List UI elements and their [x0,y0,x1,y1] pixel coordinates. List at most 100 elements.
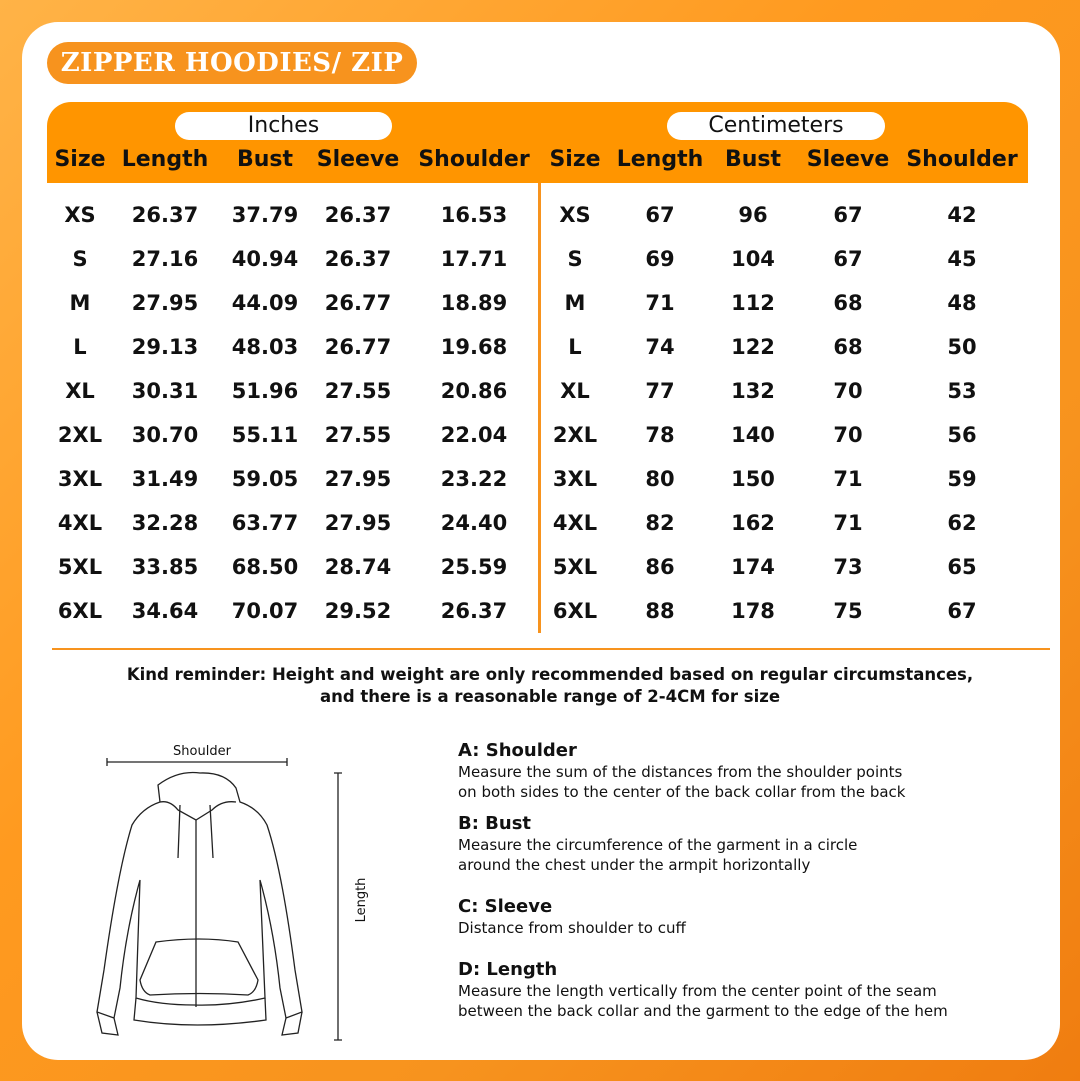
cell-inches: 27.55 [324,379,392,403]
measurement-item: A: Shoulder Measure the sum of the distan… [458,740,905,802]
cell-cm: 68 [833,335,863,359]
measurement-title: B: Bust [458,813,532,834]
cell-inches: 29.13 [131,335,199,359]
cell-cm: 3XL [552,467,598,491]
cell-cm: 75 [833,599,863,623]
cell-cm: 42 [947,203,977,227]
cell-cm: 71 [645,291,675,315]
cell-cm: 65 [947,555,977,579]
header-bust-in: Bust [236,147,294,172]
cell-inches: L [73,335,87,359]
cell-cm: 67 [947,599,977,623]
cell-inches: 55.11 [231,423,299,447]
reminder-line: Kind reminder: Height and weight are onl… [126,665,974,684]
cell-inches: S [72,247,88,271]
header-length-cm: Length [616,147,704,172]
cell-cm: 45 [947,247,977,271]
measurement-text: Measure the length vertically from the c… [458,982,937,1000]
cell-cm: 80 [645,467,675,491]
cell-cm: 50 [947,335,977,359]
cell-cm: 73 [833,555,863,579]
cell-inches: 37.79 [231,203,299,227]
cell-cm: 178 [731,599,775,623]
cell-cm: 162 [731,511,775,535]
cell-inches: 63.77 [231,511,299,535]
cell-inches: 30.70 [131,423,199,447]
cell-inches: 30.31 [131,379,199,403]
header-sleeve-cm: Sleeve [806,147,890,172]
cell-cm: M [564,291,586,315]
cell-cm: 4XL [552,511,598,535]
reminder-line: and there is a reasonable range of 2-4CM… [319,687,781,706]
cell-cm: 174 [731,555,775,579]
cell-inches: 19.68 [440,335,508,359]
cell-cm: 6XL [552,599,598,623]
shoulder-label: Shoulder [173,744,232,759]
cell-cm: 67 [833,203,863,227]
header-bust-cm: Bust [724,147,782,172]
measurement-title: D: Length [458,959,558,980]
cell-inches: 25.59 [440,555,508,579]
cell-inches: 26.77 [324,335,392,359]
cell-inches: 22.04 [440,423,508,447]
cell-cm: 71 [833,467,863,491]
measurement-title: C: Sleeve [458,896,553,917]
measurement-item: C: Sleeve Distance from shoulder to cuff [458,896,686,938]
cell-inches: 31.49 [131,467,199,491]
cell-cm: 86 [645,555,675,579]
cell-cm: 112 [731,291,775,315]
measurement-item: D: Length Measure the length vertically f… [458,959,948,1021]
cell-inches: 29.52 [324,599,392,623]
cell-cm: 56 [947,423,977,447]
cell-inches: M [69,291,91,315]
cell-inches: 27.16 [131,247,199,271]
cell-inches: 26.37 [131,203,199,227]
cell-inches: 59.05 [231,467,299,491]
cell-cm: 122 [731,335,775,359]
cell-cm: 96 [738,203,768,227]
cell-inches: 5XL [57,555,103,579]
section-divider [52,648,1050,650]
cell-inches: 26.37 [324,247,392,271]
cell-inches: 23.22 [440,467,508,491]
cell-cm: 53 [947,379,977,403]
cell-inches: 48.03 [231,335,299,359]
cell-cm: 82 [645,511,675,535]
hoodie-diagram: Shoulder Length [96,744,369,1041]
cell-inches: 20.86 [440,379,508,403]
centimeters-label: Centimeters [667,112,885,140]
cell-cm: S [567,247,583,271]
measurement-text: Measure the circumference of the garment… [458,836,858,854]
cell-cm: 62 [947,511,977,535]
cell-inches: 24.40 [440,511,508,535]
cell-inches: 3XL [57,467,103,491]
cell-inches: 6XL [57,599,103,623]
header-size-cm: Size [549,147,601,172]
cell-inches: 34.64 [131,599,199,623]
inches-label: Inches [175,112,392,140]
cell-inches: 44.09 [231,291,299,315]
cell-inches: 28.74 [324,555,392,579]
cell-cm: 78 [645,423,675,447]
cell-cm: 140 [731,423,775,447]
cell-cm: 67 [645,203,675,227]
cell-inches: 32.28 [131,511,199,535]
length-label: Length [354,878,369,923]
measurement-text: between the back collar and the garment … [458,1002,948,1020]
cell-inches: XS [64,203,96,227]
measurement-text: Measure the sum of the distances from th… [458,763,903,781]
cell-cm: 59 [947,467,977,491]
cell-inches: 40.94 [231,247,299,271]
cell-cm: XS [559,203,591,227]
cell-cm: 2XL [552,423,598,447]
cell-inches: 26.37 [324,203,392,227]
cell-inches: 27.95 [324,511,392,535]
cell-cm: 150 [731,467,775,491]
cell-cm: 88 [645,599,675,623]
measurement-title: A: Shoulder [458,740,577,761]
cell-cm: L [568,335,582,359]
cell-inches: 27.95 [324,467,392,491]
header-sleeve-in: Sleeve [316,147,400,172]
header-size-in: Size [54,147,106,172]
cell-inches: 26.77 [324,291,392,315]
